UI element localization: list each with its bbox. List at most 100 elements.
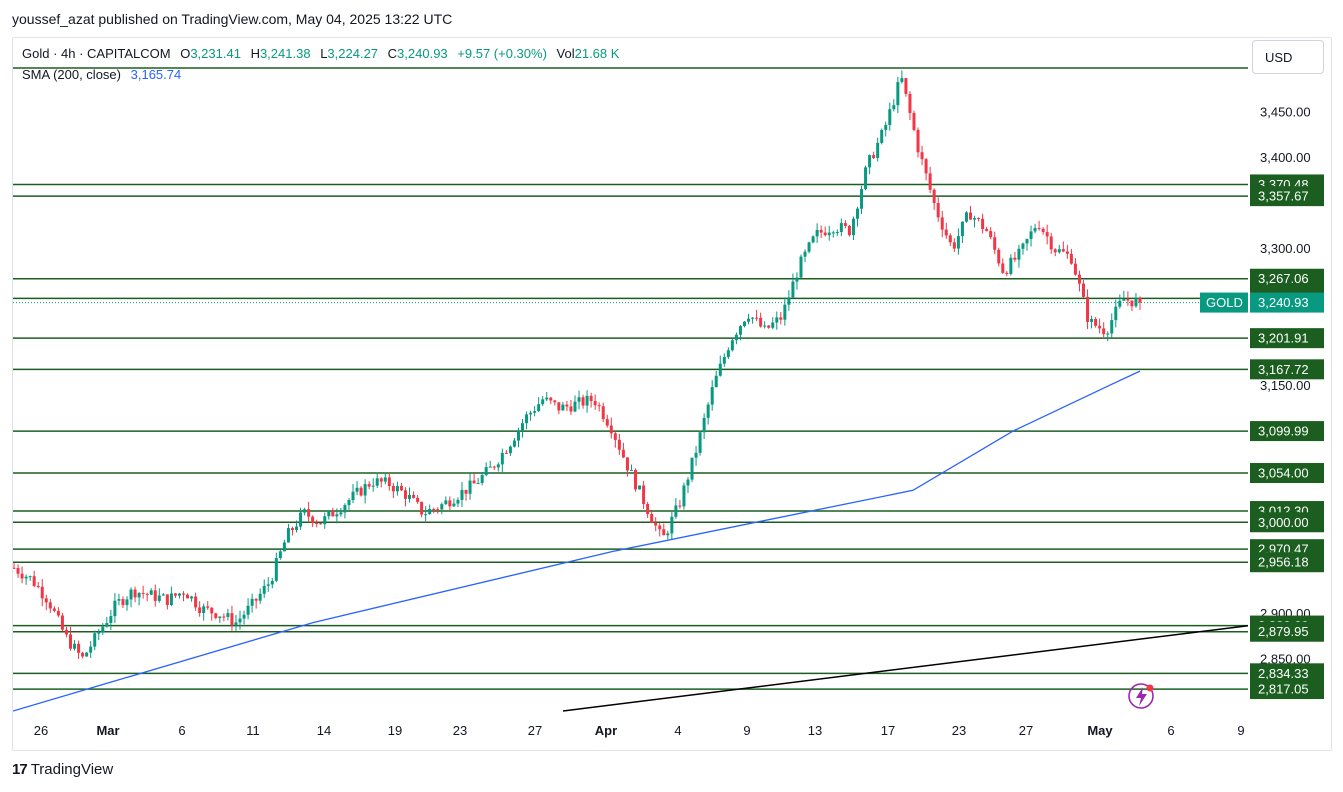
candle-body [581,397,585,406]
candle-body [613,433,617,440]
candle-body [561,404,565,411]
candle-body [710,387,714,405]
candle-body [1094,318,1098,326]
candle-body [299,512,303,527]
candle-body [791,281,795,298]
x-tick-label: May [1087,723,1113,738]
x-tick-label: 19 [388,723,402,738]
candle-body [472,480,476,484]
candle-body [456,499,460,504]
candle-body [521,423,525,431]
candle-body [646,503,650,514]
candle-body [884,124,888,130]
candle-body [230,613,234,626]
x-tick-label: 11 [246,723,260,738]
candle-body [85,652,89,657]
candle-body [315,523,319,525]
candle-body [226,613,230,617]
candle-body [512,440,516,447]
candle-body [694,452,698,458]
candle-body [278,551,282,559]
candle-body [799,256,803,278]
candle-body [811,236,815,243]
candle-body [141,592,145,594]
candle-body [319,523,323,525]
sma-legend[interactable]: SMA (200, close) 3,165.74 [22,67,181,82]
candle-body [617,439,621,450]
candle-body [13,567,16,569]
candle-body [541,399,545,405]
symbol-name[interactable]: Gold · 4h · CAPITALCOM [22,46,171,61]
candle-body [658,525,662,530]
x-tick-label: 17 [881,723,895,738]
candle-body [896,82,900,106]
candle-body [1081,283,1085,297]
candle-body [1045,232,1049,237]
candle-body [36,586,40,588]
candle-body [601,406,605,420]
x-tick-label: 6 [1167,723,1174,738]
candle-body [775,317,779,323]
open-label: O [180,46,191,61]
candle-body [355,487,359,492]
candle-body [964,212,968,222]
candle-body [81,652,85,657]
current-symbol-label: GOLD [1206,295,1243,310]
candle-body [1077,274,1081,284]
footer[interactable]: 17 TradingView [12,761,113,778]
trendline[interactable] [562,624,1249,712]
candle-body [734,334,738,341]
candle-body [1061,249,1065,252]
candle-body [997,249,1001,264]
candle-body [654,522,658,526]
candle-body [290,528,294,530]
candle-body [908,93,912,113]
candle-body [492,466,496,468]
y-tick-label: 2,850.00 [1260,652,1311,667]
candle-body [323,516,327,525]
candle-body [266,584,270,586]
candle-body [629,469,633,471]
candle-body [295,526,299,530]
alert-lightning-icon[interactable] [1128,683,1154,709]
candle-body [525,414,529,424]
candle-body [416,497,420,502]
candle-body [1126,298,1130,301]
candle-body [589,395,593,402]
candle-body [307,509,311,517]
candle-body [690,457,694,480]
candle-body [504,452,508,454]
candle-body [662,529,666,536]
candle-body [250,598,254,606]
candle-body [1110,320,1114,334]
candle-body [916,129,920,153]
candle-body [779,317,783,320]
candle-body [403,490,407,499]
level-badge-label: 2,834.33 [1258,666,1309,681]
candle-body [1037,228,1041,230]
candle-body [880,129,884,143]
candle-body [339,512,343,515]
candle-body [1005,272,1009,275]
candle-body [28,576,32,578]
candle-body [1049,236,1053,250]
candle-body [948,235,952,243]
level-badge-label: 3,054.00 [1258,466,1309,481]
y-tick-label: 3,150.00 [1260,378,1311,393]
sma-200-line[interactable] [13,370,1141,712]
candle-body [395,486,399,492]
candle-body [173,593,177,596]
candle-body [500,452,504,465]
level-badge-label: 2,817.05 [1258,682,1309,697]
currency-button[interactable]: USD [1252,40,1324,74]
candle-body [1122,298,1126,301]
candle-body [843,223,847,226]
open-value: 3,231.41 [190,46,241,61]
candle-body [940,217,944,230]
candle-body [993,237,997,250]
candle-body [763,325,767,327]
candle-body [97,632,101,634]
x-tick-label: 6 [178,723,185,738]
candle-body [714,375,718,388]
